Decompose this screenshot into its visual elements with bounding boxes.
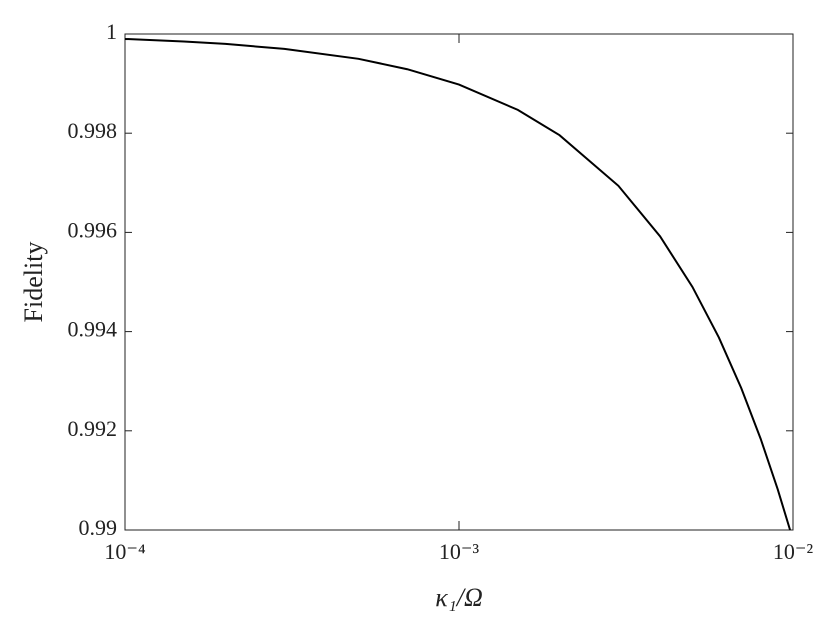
y-tick-label: 0.99 [79,515,118,540]
y-tick-label: 1 [106,19,117,44]
y-tick-label: 0.996 [68,217,118,242]
x-tick-label: 10⁻³ [439,539,480,564]
y-axis-label: Fidelity [19,242,48,323]
y-tick-label: 0.994 [68,317,118,342]
y-tick-label: 0.992 [68,416,118,441]
y-tick-label: 0.998 [68,118,118,143]
x-tick-label: 10⁻⁴ [104,539,146,564]
plot-frame [124,33,794,531]
line-series [124,37,792,531]
x-axis-label: κ₁/Ω [435,583,483,612]
x-tick-label: 10⁻² [773,539,814,564]
